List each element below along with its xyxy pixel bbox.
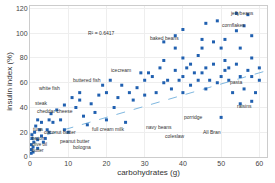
svg-text:30: 30 bbox=[141, 160, 149, 167]
svg-text:40: 40 bbox=[20, 104, 28, 111]
svg-text:120: 120 bbox=[16, 5, 28, 12]
svg-text:porridge: porridge bbox=[184, 114, 203, 120]
svg-text:white fish: white fish bbox=[39, 85, 60, 91]
svg-text:0: 0 bbox=[28, 160, 32, 167]
svg-text:coconut butter: coconut butter bbox=[44, 129, 76, 135]
svg-text:100: 100 bbox=[16, 30, 28, 37]
svg-text:icecream: icecream bbox=[111, 67, 131, 73]
svg-text:pasta: pasta bbox=[230, 79, 242, 85]
svg-text:10: 10 bbox=[64, 160, 72, 167]
svg-text:50: 50 bbox=[217, 160, 225, 167]
svg-text:navy beans: navy beans bbox=[146, 124, 172, 130]
svg-text:20: 20 bbox=[103, 160, 111, 167]
svg-text:full cream milk: full cream milk bbox=[92, 126, 124, 132]
svg-text:tuna: tuna bbox=[33, 126, 43, 132]
svg-text:buttered fish: buttered fish bbox=[73, 77, 101, 83]
svg-text:jellybeans: jellybeans bbox=[230, 10, 254, 16]
svg-text:raisins: raisins bbox=[237, 103, 252, 109]
svg-text:peanut butter: peanut butter bbox=[60, 138, 90, 144]
svg-text:0: 0 bbox=[24, 153, 28, 160]
svg-text:cornflakes: cornflakes bbox=[222, 22, 245, 28]
svg-text:All Bran: All Bran bbox=[203, 129, 221, 135]
svg-text:coleslaw: coleslaw bbox=[165, 133, 185, 139]
svg-text:R² = 0.6417: R² = 0.6417 bbox=[88, 30, 114, 36]
svg-text:baconolive oilbutter: baconolive oilbutter bbox=[32, 136, 47, 153]
svg-text:cheddar cheese: cheddar cheese bbox=[37, 108, 73, 114]
svg-text:baked beans: baked beans bbox=[150, 35, 179, 41]
svg-text:20: 20 bbox=[20, 129, 28, 136]
svg-text:bologna: bologna bbox=[73, 144, 91, 150]
svg-text:80: 80 bbox=[20, 54, 28, 61]
svg-text:60: 60 bbox=[255, 160, 263, 167]
svg-text:carbohydrates (g): carbohydrates (g) bbox=[117, 168, 180, 177]
svg-text:40: 40 bbox=[179, 160, 187, 167]
svg-text:60: 60 bbox=[20, 79, 28, 86]
svg-text:insulin index (%): insulin index (%) bbox=[5, 52, 14, 111]
svg-text:steak: steak bbox=[35, 100, 47, 106]
